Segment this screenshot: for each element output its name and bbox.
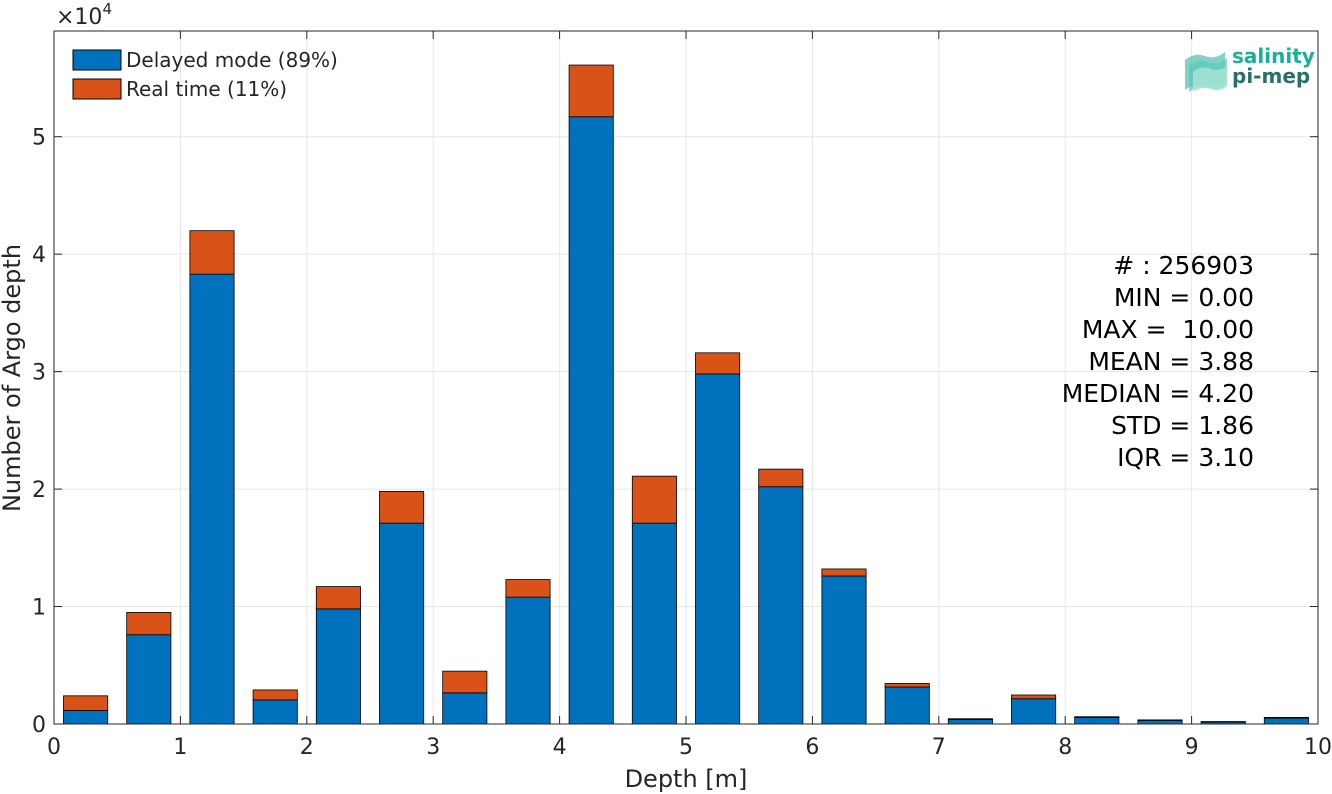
bar-delayed-mode [884, 686, 930, 725]
grid-lines [54, 31, 1318, 724]
stat-std: STD = 1.86 [1111, 411, 1254, 440]
x-tick-label: 6 [805, 735, 819, 760]
x-tick-label: 1 [173, 735, 187, 760]
bar-real-time [1074, 716, 1120, 718]
bar-real-time [1263, 717, 1309, 719]
x-tick-labels: 0 1 2 3 4 5 6 7 8 9 10 [47, 735, 1332, 760]
x-tick-label: 7 [932, 735, 946, 760]
bar-delayed-mode [63, 710, 109, 725]
bar-delayed-mode [568, 116, 614, 725]
bar-delayed-mode [1011, 698, 1057, 725]
plot-frame [53, 30, 1319, 725]
y-exponent-label: ×104 [56, 0, 112, 30]
y-tick-label: 1 [32, 596, 46, 621]
bar-real-time [126, 612, 172, 636]
legend-label-delayed-mode: Delayed mode (89%) [126, 48, 338, 72]
bar-delayed-mode [1137, 719, 1183, 725]
bar-delayed-mode [252, 699, 298, 725]
bar-delayed-mode [631, 522, 677, 725]
x-tick-label: 8 [1058, 735, 1072, 760]
x-tick-label: 3 [426, 735, 440, 760]
x-tick-label: 2 [300, 735, 314, 760]
bar-real-time [252, 689, 298, 701]
legend-swatch-real-time [72, 78, 122, 100]
stat-max: MAX = 10.00 [1082, 315, 1254, 344]
bar-real-time [189, 230, 235, 275]
x-tick-label: 5 [679, 735, 693, 760]
salinity-pi-mep-logo: salinity pi-mep [1185, 44, 1315, 92]
bar-delayed-mode [947, 719, 993, 725]
bar-delayed-mode [189, 273, 235, 725]
bar-real-time [695, 352, 741, 375]
y-tick-label: 3 [32, 361, 46, 386]
bar-series [63, 64, 1309, 725]
y-tick-label: 2 [32, 478, 46, 503]
legend-label-real-time: Real time (11%) [126, 77, 287, 101]
bar-real-time [442, 670, 488, 694]
bar-delayed-mode [315, 608, 361, 725]
bar-real-time [631, 475, 677, 524]
bar-delayed-mode [505, 596, 551, 725]
bar-delayed-mode [1263, 717, 1309, 725]
bar-delayed-mode [442, 692, 488, 725]
logo-wave-icon [1185, 52, 1227, 92]
legend: Delayed mode (89%) Real time (11%) [72, 48, 338, 101]
x-tick-label: 0 [47, 735, 61, 760]
y-tick-label: 0 [32, 713, 46, 738]
y-tick-labels: 0 1 2 3 4 5 [32, 126, 46, 738]
bar-real-time [505, 579, 551, 598]
bar-real-time [1011, 694, 1057, 700]
stats-annotation: # : 256903 MIN = 0.00 MAX = 10.00 MEAN =… [1062, 251, 1254, 472]
logo-text-pi-mep: pi-mep [1232, 64, 1310, 88]
bar-real-time [379, 491, 425, 524]
stat-min: MIN = 0.00 [1114, 283, 1254, 312]
bar-real-time [758, 468, 804, 488]
y-axis-label: Number of Argo depth [0, 244, 26, 512]
stat-iqr: IQR = 3.10 [1117, 443, 1254, 472]
y-tick-label: 5 [32, 126, 46, 151]
bar-real-time [568, 64, 614, 118]
bar-delayed-mode [695, 373, 741, 725]
y-tick-label: 4 [32, 243, 46, 268]
logo-text-salinity: salinity [1232, 44, 1315, 68]
bar-real-time [947, 718, 993, 720]
x-tick-label: 10 [1304, 735, 1332, 760]
bar-delayed-mode [126, 634, 172, 725]
bar-delayed-mode [758, 486, 804, 725]
x-tick-label: 9 [1185, 735, 1199, 760]
bar-delayed-mode [1074, 717, 1120, 725]
bar-delayed-mode [821, 575, 867, 725]
stat-median: MEDIAN = 4.20 [1062, 379, 1254, 408]
x-tick-label: 4 [553, 735, 567, 760]
bar-real-time [315, 586, 361, 610]
bar-real-time [63, 695, 109, 711]
bar-real-time [884, 683, 930, 688]
x-axis-label: Depth [m] [625, 765, 748, 793]
legend-swatch-delayed-mode [72, 49, 122, 71]
stat-mean: MEAN = 3.88 [1088, 347, 1254, 376]
bar-delayed-mode [379, 522, 425, 725]
stat-count: # : 256903 [1113, 251, 1254, 280]
bar-real-time [821, 568, 867, 577]
